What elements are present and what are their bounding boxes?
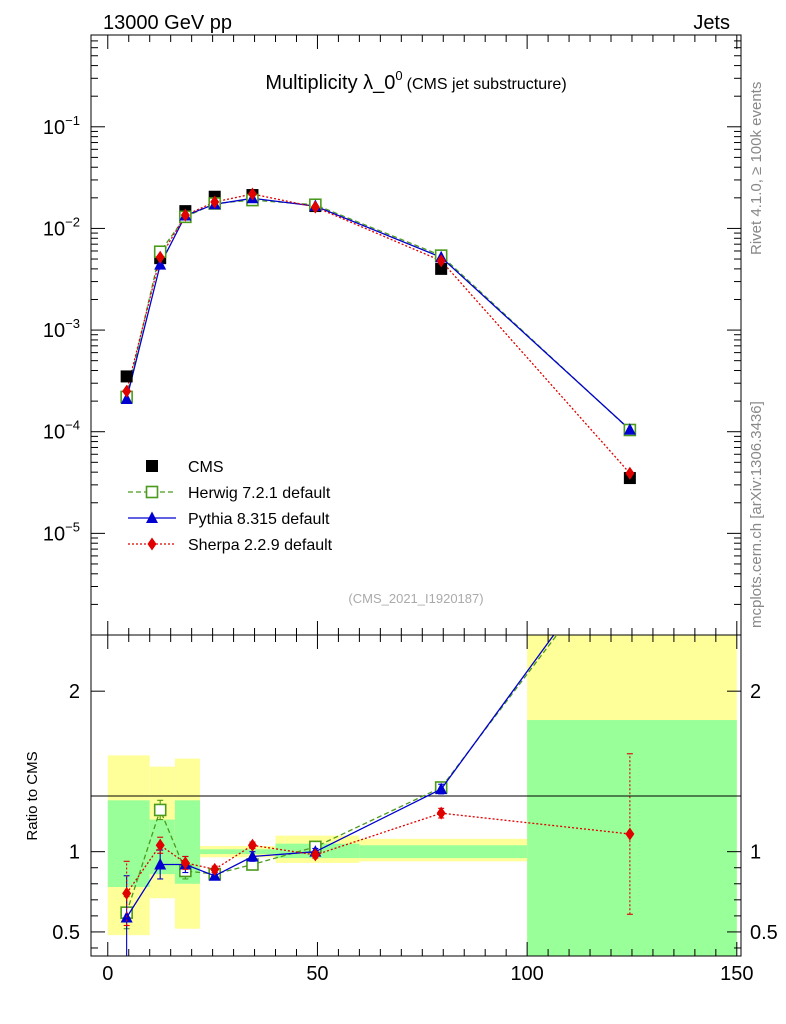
main-point-sherpa [180,208,190,222]
ratio-x-tick-label: 0 [102,963,113,985]
chart-title-main: Multiplicity λ_0 [265,72,395,94]
ratio-inner-band [527,720,737,956]
main-y-tick-exponent: −2 [65,214,80,229]
main-y-tick-base: 10 [43,117,65,139]
main-y-tick-label: 10−2 [43,214,80,240]
ratio-x-axis: 0 50 100 150 [102,635,753,985]
main-x-ticks [107,35,738,635]
ratio-y-tick-label-right: 1 [750,842,761,864]
legend-marker [145,485,159,499]
chart-title-superscript: 0 [395,68,402,83]
ratio-inner-band [107,800,150,887]
legend-marker [147,537,157,551]
main-point-sherpa [310,200,320,214]
analysis-watermark: (CMS_2021_I1920187) [348,591,483,606]
main-y-tick-base: 10 [43,320,65,342]
main-y-tick-exponent: −1 [65,113,80,128]
ratio-y-tick-label-right: 0.5 [750,922,778,944]
main-point-cms [120,370,133,383]
ratio-y-tick-label-left: 0.5 [52,922,80,944]
mcplots-credit-label: mcplots.cern.ch [arXiv:1306.3436] [748,401,765,628]
ratio-y-axis: 0.5 0.5 1 1 2 2 [52,681,778,949]
chart-title: Multiplicity λ_00 (CMS jet substructure) [265,68,566,94]
main-point-sherpa [436,254,446,268]
ratio-point-pythia [246,849,259,862]
main-panel: 10−110−210−310−410−5 Multiplicity λ_00(C… [43,34,742,636]
ratio-series-layer [120,635,635,956]
ratio-point-pythia [154,858,167,870]
ratio-y-label: Ratio to CMS [24,751,41,840]
ratio-y-tick-label-right: 2 [750,681,761,703]
main-point-sherpa [155,250,165,264]
ratio-plot-frame [90,634,742,957]
main-y-tick-base: 10 [43,218,65,240]
main-point-sherpa [247,187,257,201]
legend-marker [146,511,158,523]
ratio-line-sherpa [126,812,630,894]
main-y-tick-base: 10 [43,523,65,545]
main-y-tick-base: 10 [43,422,65,444]
ratio-point-sherpa [210,862,220,876]
main-y-tick-label: 10−1 [43,113,80,139]
ratio-point-sherpa [625,827,635,841]
main-y-tick-exponent: −4 [65,418,80,433]
legend-label: Sherpa 2.2.9 default [188,537,333,554]
ratio-inner-band [359,845,528,859]
main-y-tick-exponent: −5 [65,519,80,534]
ratio-point-sherpa [155,838,165,852]
main-y-axis: 10−110−210−310−410−5 [43,34,741,636]
ratio-line-pythia [126,635,555,918]
legend-label: Pythia 8.315 default [188,511,330,528]
main-y-tick-exponent: −3 [65,316,80,331]
main-y-tick-label: 10−3 [43,316,80,342]
ratio-x-tick-label: 100 [510,963,543,985]
ratio-inner-band [200,849,276,855]
main-point-pythia [623,423,636,435]
main-point-pythia [120,392,133,404]
main-point-cms [435,262,448,275]
main-series-layer [120,187,637,485]
chart-subtitle: (CMS jet substructure) [407,76,567,93]
main-point-sherpa [210,195,220,209]
ratio-point-sherpa [180,856,190,870]
ratio-point-sherpa [122,886,132,900]
main-line-sherpa [125,193,631,474]
ratio-point-sherpa [247,838,257,852]
main-point-sherpa [122,384,132,398]
legend-label: CMS [188,459,224,476]
header-category: Jets [693,12,730,34]
ratio-point-sherpa [436,806,446,820]
legend-marker [146,460,158,472]
ratio-x-tick-label: 150 [720,963,753,985]
ratio-y-tick-label-left: 1 [69,842,80,864]
header-process: 13000 GeV pp [103,12,232,34]
main-y-tick-label: 10−5 [43,519,80,545]
rivet-version-label: Rivet 4.1.0, ≥ 100k events [748,82,765,255]
ratio-point-sherpa [310,848,320,862]
main-y-tick-label: 10−4 [43,418,80,444]
main-point-sherpa [625,466,635,480]
legend: CMS Herwig 7.2.1 default Pythia 8.315 defa… [128,459,333,554]
ratio-x-tick-label: 50 [306,963,328,985]
ratio-point-pythia [435,782,448,795]
ratio-point-herwig [153,803,167,817]
main-point-pythia [154,258,167,270]
ratio-y-tick-label-left: 2 [69,681,80,703]
legend-label: Herwig 7.2.1 default [188,485,331,502]
ratio-panel: 0.5 0.5 1 1 2 2 0 50 100 150 Ratio to CMS [24,634,778,985]
